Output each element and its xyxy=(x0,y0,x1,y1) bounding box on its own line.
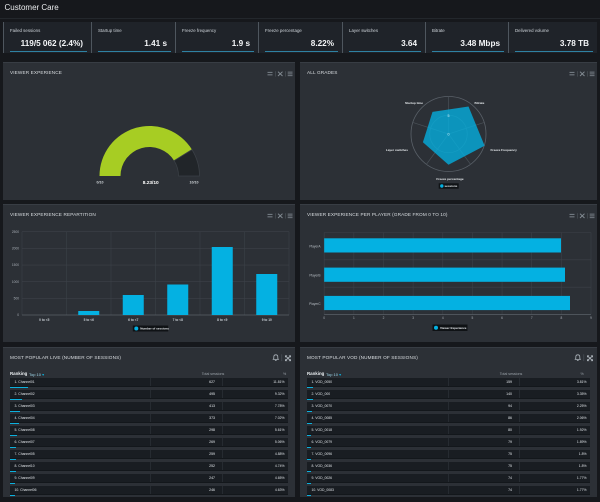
svg-text:2500: 2500 xyxy=(12,230,19,234)
svg-text:Viewer Experience: Viewer Experience xyxy=(440,326,467,330)
svg-text:9: 9 xyxy=(590,316,592,320)
svg-text:1500: 1500 xyxy=(12,263,19,267)
svg-text:sessions: sessions xyxy=(445,184,458,188)
svg-text:Startup time: Startup time xyxy=(405,101,423,105)
svg-text:8: 8 xyxy=(560,316,562,320)
svg-text:0: 0 xyxy=(448,132,450,136)
svg-text:500: 500 xyxy=(14,297,20,301)
svg-text:9 to 10: 9 to 10 xyxy=(262,318,272,322)
svg-text:6 to <7: 6 to <7 xyxy=(128,318,138,322)
svg-text:8.23/10: 8.23/10 xyxy=(143,180,159,186)
svg-text:8 to <9: 8 to <9 xyxy=(217,318,227,322)
svg-text:Freeze percentage: Freeze percentage xyxy=(436,177,463,181)
svg-text:5: 5 xyxy=(448,114,450,118)
svg-text:0 to <5: 0 to <5 xyxy=(39,318,49,322)
svg-text:Number of sessions: Number of sessions xyxy=(140,327,169,331)
svg-text:1000: 1000 xyxy=(12,280,19,284)
svg-text:6: 6 xyxy=(501,316,503,320)
svg-text:Bitrate: Bitrate xyxy=(475,101,485,105)
svg-text:1: 1 xyxy=(353,316,355,320)
svg-text:3: 3 xyxy=(412,316,414,320)
svg-text:7 to <8: 7 to <8 xyxy=(173,318,183,322)
svg-text:PlayerA: PlayerA xyxy=(309,244,321,248)
svg-text:2: 2 xyxy=(383,316,385,320)
svg-text:10/10: 10/10 xyxy=(190,180,199,184)
svg-text:5 to <6: 5 to <6 xyxy=(84,318,94,322)
svg-text:5: 5 xyxy=(472,316,474,320)
svg-text:PlayerC: PlayerC xyxy=(309,302,321,306)
svg-text:2000: 2000 xyxy=(12,247,19,251)
svg-text:Layer switches: Layer switches xyxy=(386,148,408,152)
svg-text:PlayerB: PlayerB xyxy=(309,274,320,278)
svg-text:0/10: 0/10 xyxy=(97,180,104,184)
svg-text:4: 4 xyxy=(442,316,444,320)
svg-text:Freeze Frequency: Freeze Frequency xyxy=(491,148,518,152)
svg-text:7: 7 xyxy=(531,316,533,320)
svg-text:0: 0 xyxy=(17,313,19,317)
svg-text:0: 0 xyxy=(323,316,325,320)
